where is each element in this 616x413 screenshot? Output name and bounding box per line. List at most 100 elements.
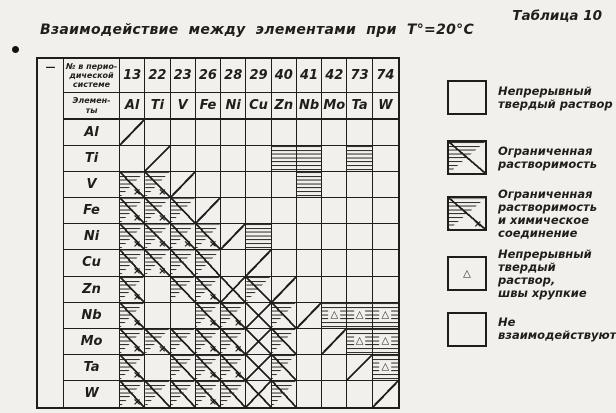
cell-Nb-Zn xyxy=(271,302,297,329)
col-number-42: 42 xyxy=(322,59,348,93)
row-label-Ni: Ni xyxy=(64,224,120,251)
col-number-40: 40 xyxy=(271,59,297,93)
cell-Mo-Fe: × xyxy=(195,328,222,355)
compound-x-mark: × xyxy=(233,369,243,381)
legend-label: Ограниченная растворимость xyxy=(498,143,597,171)
cell-Zn-V xyxy=(170,276,196,303)
compound-x-mark: × xyxy=(132,397,142,407)
legend-swatch-contbr-icon: △ xyxy=(447,256,487,292)
cell-Ta-V xyxy=(170,354,196,381)
cell-Ti-Cu xyxy=(246,146,272,173)
cell-Nb-Ni: × xyxy=(221,302,247,329)
cell-V-Zn xyxy=(271,172,297,199)
brittle-triangle-mark: △ xyxy=(379,361,392,373)
cell-Ta-Ti xyxy=(145,354,171,381)
col-element-Ti: Ti xyxy=(145,93,171,120)
cell-Ni-Ni xyxy=(221,224,247,251)
cell-Al-Ti xyxy=(145,120,171,147)
cell-Fe-Zn xyxy=(271,198,297,225)
cell-Zn-Mo xyxy=(322,276,348,303)
cell-Zn-Al: × xyxy=(120,276,146,303)
cell-W-Nb xyxy=(297,380,323,407)
cell-V-W xyxy=(372,172,398,199)
col-element-Ni: Ni xyxy=(221,93,247,120)
row-label-Ti: Ti xyxy=(64,146,120,173)
cell-Ti-Nb xyxy=(296,146,323,173)
cell-V-Nb xyxy=(296,172,323,199)
row-label-Cu: Cu xyxy=(64,250,120,277)
cell-Fe-Ti: × xyxy=(145,198,171,225)
compound-x-mark: × xyxy=(208,343,218,355)
cell-Fe-Ta xyxy=(347,198,373,225)
legend-item-cont: Непрерывный твердый раствор xyxy=(447,80,613,115)
col-element-Cu: Cu xyxy=(246,93,272,120)
cell-Ni-Zn xyxy=(271,224,297,251)
cell-Ta-Mo xyxy=(322,354,348,381)
legend-swatch-none-icon xyxy=(447,311,487,347)
col-element-Nb: Nb xyxy=(296,93,323,120)
cell-Ni-W xyxy=(372,224,398,251)
cell-Ni-Fe: × xyxy=(195,224,222,251)
header-period-number-label: № в перио- дической системе xyxy=(64,59,120,93)
cell-Ti-V xyxy=(170,146,196,173)
cell-Mo-Mo xyxy=(322,328,348,355)
left-strip-cell: — xyxy=(38,59,64,407)
cell-Fe-Mo xyxy=(322,198,348,225)
cell-Ni-Nb xyxy=(296,224,323,251)
cell-Cu-Zn xyxy=(271,250,297,277)
legend-label: Ограниченная растворимость и химическое … xyxy=(498,187,597,240)
legend-item-contbr: △ Непрерывный твердый раствор, швы хрупки… xyxy=(447,246,613,300)
row-label-W: W xyxy=(64,380,120,407)
compound-x-mark: × xyxy=(132,291,142,303)
cell-Cu-Mo xyxy=(322,250,348,277)
cell-Zn-Fe: × xyxy=(195,276,222,303)
cell-Ti-W xyxy=(372,146,398,173)
cell-Cu-Cu xyxy=(246,250,272,277)
cell-Nb-Ta: △ xyxy=(347,302,373,329)
cell-Al-Zn xyxy=(271,120,297,147)
cell-W-V xyxy=(170,380,196,407)
compound-x-mark: × xyxy=(158,239,167,251)
cell-Cu-Nb xyxy=(296,250,323,277)
cell-Ta-Ta xyxy=(347,354,373,381)
col-element-Al: Al xyxy=(120,93,146,120)
cell-W-Zn xyxy=(271,380,297,407)
cell-V-Ta xyxy=(347,172,373,199)
cell-Al-V xyxy=(170,120,196,147)
cell-Ta-Zn xyxy=(271,354,297,381)
legend-label: Непрерывный твердый раствор, швы хрупкие xyxy=(498,246,592,300)
cell-Al-Ta xyxy=(347,120,373,147)
row-label-Al: Al xyxy=(64,120,120,147)
cell-Ni-Ti: × xyxy=(145,224,171,251)
cell-W-Ni xyxy=(221,380,247,407)
cell-Cu-V xyxy=(170,250,196,277)
cell-Zn-Ta xyxy=(347,276,373,303)
row-label-Mo: Mo xyxy=(64,328,120,355)
col-element-Mo: Mo xyxy=(322,93,348,120)
cell-Fe-Cu xyxy=(246,198,272,225)
cell-Al-Nb xyxy=(296,120,323,147)
legend-item-limx: × Ограниченная растворимость и химическое… xyxy=(447,188,613,240)
cell-Nb-Cu xyxy=(246,302,272,329)
cell-Mo-Nb xyxy=(296,328,323,355)
cell-Ti-Al xyxy=(120,146,146,173)
cell-Al-W xyxy=(372,120,398,147)
cell-Mo-Ti: × xyxy=(145,328,171,355)
cell-Mo-W: △ xyxy=(372,328,398,355)
cell-Ni-Al: × xyxy=(120,224,146,251)
legend-label: Не взаимодействуют xyxy=(498,315,616,343)
brittle-triangle-mark: △ xyxy=(353,309,366,321)
col-element-Ta: Ta xyxy=(347,93,373,120)
cell-Al-Mo xyxy=(322,120,348,147)
col-number-29: 29 xyxy=(246,59,272,93)
compound-x-mark: × xyxy=(208,317,218,329)
pattern-legend: Непрерывный твердый раствор Ограниченная … xyxy=(447,80,616,347)
cell-Cu-Ni xyxy=(221,250,247,277)
cell-Cu-Ta xyxy=(347,250,373,277)
compound-x-mark: × xyxy=(158,343,167,355)
col-number-22: 22 xyxy=(145,59,171,93)
cell-Ti-Ni xyxy=(221,146,247,173)
cell-V-Fe xyxy=(195,172,222,199)
row-label-Ta: Ta xyxy=(64,354,120,381)
cell-W-Fe: × xyxy=(195,380,222,407)
